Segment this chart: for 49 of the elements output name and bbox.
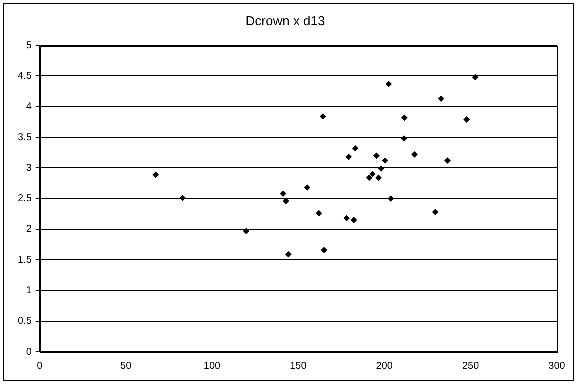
point: [370, 171, 376, 178]
point: [464, 116, 470, 123]
x-tick-label: 200: [376, 360, 394, 372]
point: [280, 190, 286, 197]
point: [180, 195, 186, 202]
x-tick-label: 0: [37, 360, 44, 372]
point: [286, 252, 292, 258]
point: [352, 146, 359, 152]
y-tick-label: 0: [26, 346, 32, 358]
point: [401, 136, 408, 142]
y-tick-label: 2.5: [18, 194, 32, 205]
y-tick-label: 1: [26, 285, 32, 296]
point: [438, 96, 444, 102]
point: [402, 114, 408, 121]
point: [376, 174, 382, 181]
point: [346, 154, 352, 160]
y-tick-label: 1.5: [18, 254, 32, 266]
point: [351, 217, 358, 224]
chart-title: Dcrown x d13: [246, 13, 326, 28]
y-tick-label: 5: [26, 40, 32, 52]
y-tick-label: 3.5: [18, 132, 32, 144]
x-tick-label: 150: [290, 360, 308, 372]
y-tick-label: 4: [26, 102, 32, 113]
y-tick-label: 3: [26, 162, 32, 174]
point: [152, 172, 159, 178]
point: [382, 158, 388, 164]
point: [388, 196, 394, 202]
point: [316, 210, 322, 217]
point: [304, 184, 310, 191]
point: [366, 174, 372, 181]
point: [386, 81, 392, 88]
point: [472, 74, 478, 80]
point: [320, 114, 326, 120]
y-tick-label: 0.5: [18, 316, 32, 328]
x-tick-label: 50: [120, 360, 132, 372]
point: [378, 166, 384, 172]
y-tick-label: 4.5: [18, 70, 32, 82]
point: [444, 158, 451, 164]
point: [344, 215, 350, 222]
x-tick-label: 100: [204, 360, 222, 372]
point: [374, 152, 380, 159]
x-tick-label: 300: [548, 360, 566, 372]
point: [412, 152, 418, 158]
x-tick-label: 250: [462, 360, 480, 372]
point: [321, 247, 328, 254]
point: [243, 228, 250, 234]
y-tick-label: 2: [26, 224, 32, 236]
point: [432, 209, 438, 216]
point: [283, 198, 290, 204]
